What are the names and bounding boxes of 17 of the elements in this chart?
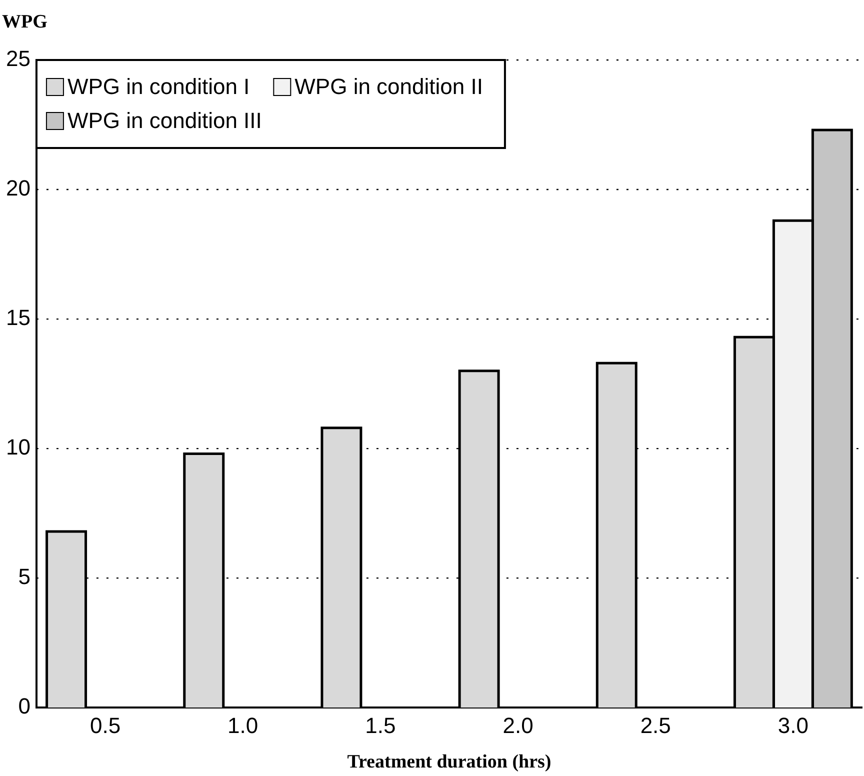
legend-label: WPG in condition II bbox=[294, 74, 483, 100]
legend-label: WPG in condition III bbox=[67, 108, 262, 134]
y-tick-label: 0 bbox=[18, 694, 30, 719]
x-tick-label: 2.5 bbox=[640, 712, 671, 738]
y-axis-title: WPG bbox=[2, 11, 48, 32]
y-tick-label: 25 bbox=[6, 46, 30, 72]
x-tick-label: 2.0 bbox=[502, 712, 534, 738]
x-tick-label: 1.0 bbox=[228, 712, 258, 738]
y-tick-label: 15 bbox=[6, 305, 30, 330]
x-tick-label: 0.5 bbox=[90, 712, 121, 738]
x-tick-label: 1.5 bbox=[365, 712, 396, 738]
x-tick-label: 3.0 bbox=[778, 712, 809, 738]
y-tick-label: 5 bbox=[18, 564, 30, 590]
legend-label: WPG in condition I bbox=[67, 74, 250, 100]
y-tick-label: 10 bbox=[6, 434, 30, 460]
x-axis-title: Treatment duration (hrs) bbox=[347, 751, 552, 772]
y-tick-label: 20 bbox=[6, 176, 30, 201]
